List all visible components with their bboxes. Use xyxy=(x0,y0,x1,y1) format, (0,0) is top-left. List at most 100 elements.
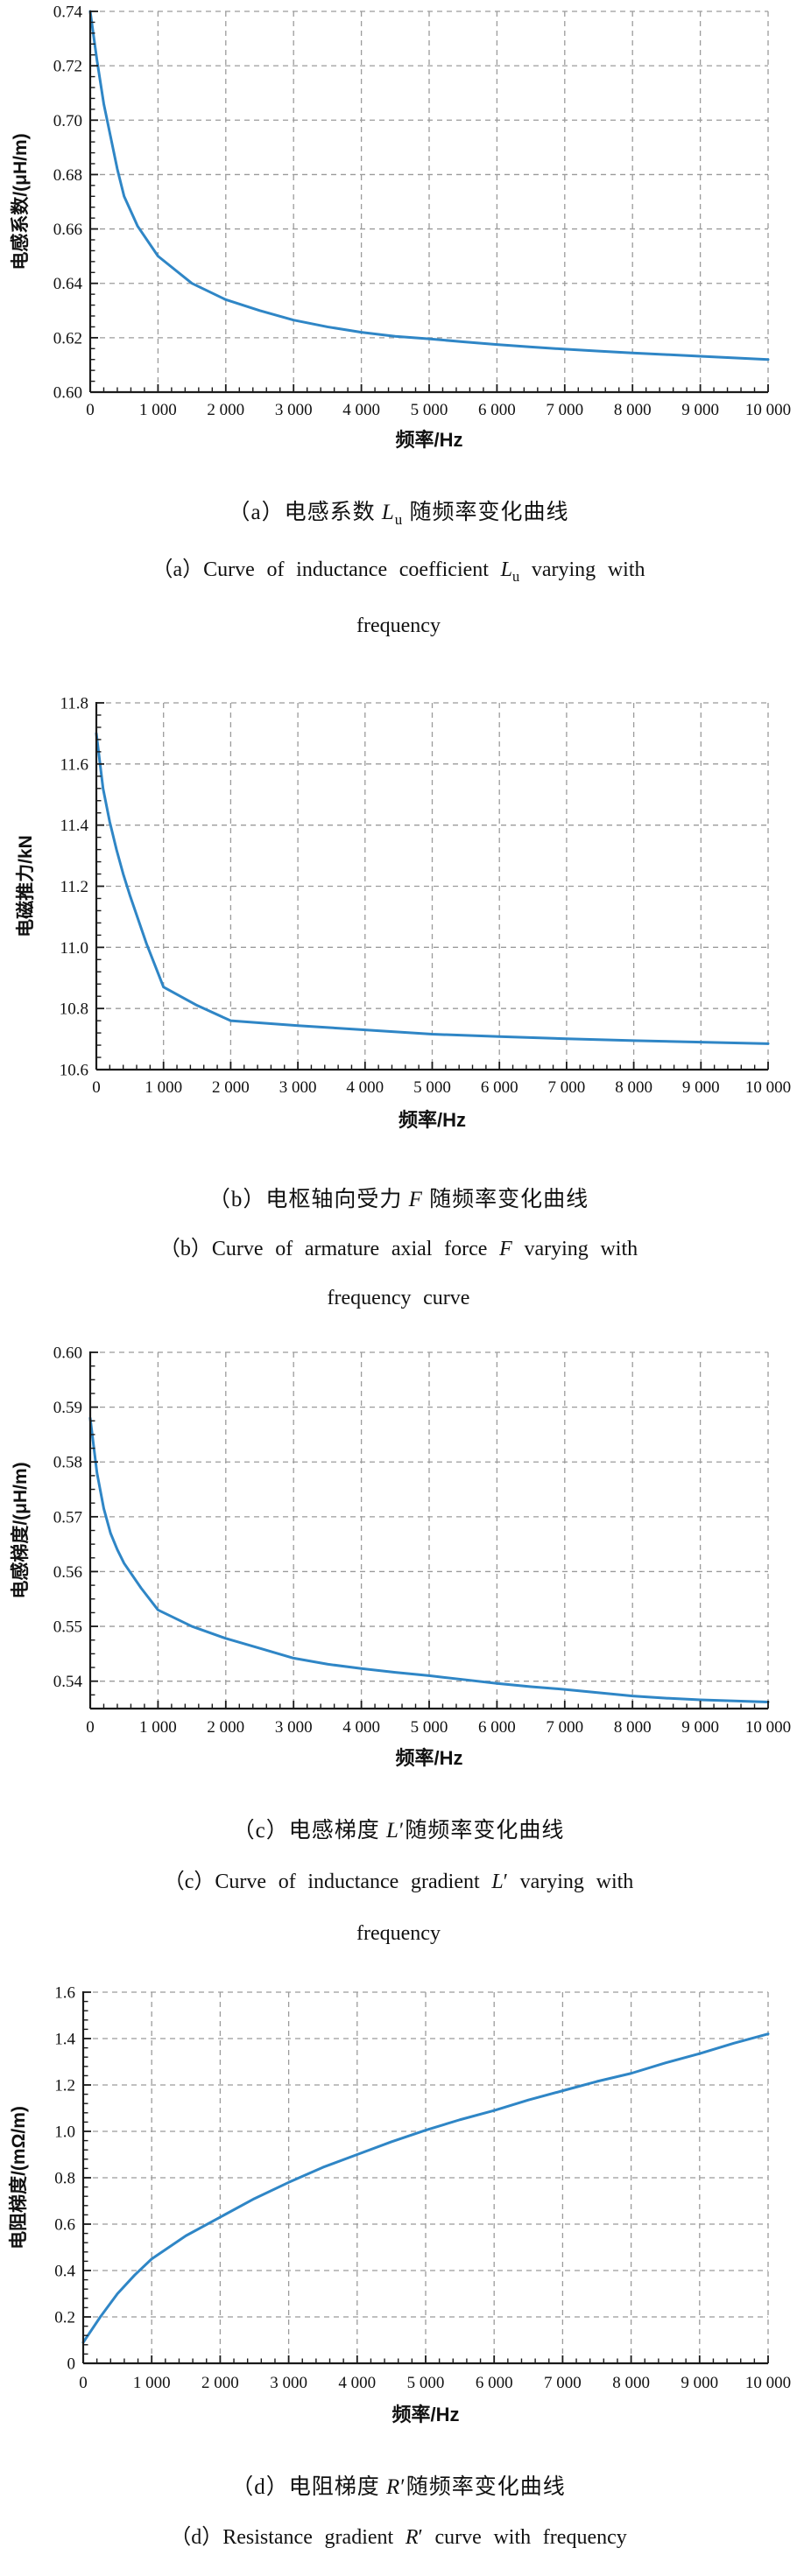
x-tick-label: 3 000 xyxy=(275,1718,313,1737)
caption-text: 随频率变化曲线 xyxy=(406,2475,566,2499)
axes xyxy=(81,1991,769,2365)
y-tick-label: 0.66 xyxy=(53,221,82,239)
axis-labels: 10.6 10.8 11.0 11.2 11.4 11.6 11.8 0 1 000 2 000 3… xyxy=(15,696,791,1131)
y-tick-label: 0.59 xyxy=(53,1399,82,1417)
y-tick-label: 0.2 xyxy=(54,2309,75,2327)
caption-a-en-line2: frequency xyxy=(0,614,797,639)
x-tick-label: 10 000 xyxy=(745,1078,791,1097)
x-tick-label: 4 000 xyxy=(338,2374,376,2392)
x-tick-label: 8 000 xyxy=(612,2374,650,2392)
caption-text: frequency xyxy=(356,614,441,637)
line-series xyxy=(88,10,770,361)
axis-labels: 0.60 0.62 0.64 0.66 0.68 0.70 0.72 0.74 0 1 000 2 … xyxy=(10,4,791,452)
caption-text: （b）Curve of armature axial force xyxy=(159,1238,500,1260)
line-series xyxy=(81,2032,770,2344)
caption-text: frequency xyxy=(356,1922,441,1945)
x-tick-label: 6 000 xyxy=(476,2374,513,2392)
gridlines xyxy=(96,702,769,1070)
y-axis-title: 电磁推力/kN xyxy=(15,835,36,937)
data-series xyxy=(95,732,770,1045)
caption-text: 随频率变化曲线 xyxy=(405,1819,565,1843)
x-tick-label: 5 000 xyxy=(407,2374,445,2392)
y-tick-label: 11.2 xyxy=(60,878,88,896)
caption-text: （c）电感梯度 xyxy=(232,1819,386,1843)
chart-a-inductance-coefficient: 0.60 0.62 0.64 0.66 0.68 0.70 0.72 0.74 0 1 000 2 … xyxy=(10,4,791,452)
axis-labels: 0 0.2 0.4 0.6 0.8 1.0 1.2 1.4 1.6 0 1 000 2 000 3 00… xyxy=(8,1984,791,2426)
x-tick-label: 2 000 xyxy=(201,2374,239,2392)
y-tick-label: 0 xyxy=(67,2355,76,2374)
y-tick-label: 0.55 xyxy=(53,1618,82,1637)
y-tick-label: 0.60 xyxy=(53,1344,82,1363)
gridlines xyxy=(90,11,769,392)
math-symbol: R xyxy=(386,2475,401,2499)
math-symbol: L xyxy=(500,558,512,581)
x-tick-label: 8 000 xyxy=(614,1718,652,1737)
y-tick-label: 0.60 xyxy=(53,384,82,403)
x-tick-label: 2 000 xyxy=(212,1078,250,1097)
data-series xyxy=(81,2032,770,2344)
x-tick-label: 2 000 xyxy=(207,1718,244,1737)
x-tick-label: 3 000 xyxy=(270,2374,307,2392)
x-tick-label: 5 000 xyxy=(411,401,448,419)
chart-b-electromagnetic-thrust: 10.6 10.8 11.0 11.2 11.4 11.6 11.8 0 1 000 2 000 3… xyxy=(15,696,791,1131)
x-tick-label: 4 000 xyxy=(342,401,380,419)
data-series xyxy=(88,10,770,361)
y-tick-label: 10.6 xyxy=(60,1062,88,1080)
gridlines xyxy=(90,1351,769,1709)
x-tick-label: 6 000 xyxy=(481,1078,518,1097)
x-axis-title: 频率/Hz xyxy=(391,2404,459,2425)
y-tick-label: 0.8 xyxy=(54,2170,75,2188)
y-tick-label: 1.4 xyxy=(54,2031,75,2049)
caption-text: （b）电枢轴向受力 xyxy=(208,1188,409,1211)
y-tick-label: 11.8 xyxy=(60,696,88,713)
x-tick-label: 9 000 xyxy=(682,1078,720,1097)
chart-a-section: 0.60 0.62 0.64 0.66 0.68 0.70 0.72 0.74 0 1 000 2 … xyxy=(0,0,797,464)
x-tick-label: 0 xyxy=(92,1078,101,1097)
math-symbol: L xyxy=(385,1819,399,1843)
caption-c-zh: （c）电感梯度 L′随频率变化曲线 xyxy=(0,1819,797,1844)
y-tick-label: 1.0 xyxy=(54,2123,75,2142)
chart-d-resistance-gradient: 0 0.2 0.4 0.6 0.8 1.0 1.2 1.4 1.6 0 1 000 2 000 3 00… xyxy=(8,1984,791,2426)
caption-text: 随频率变化曲线 xyxy=(403,501,569,524)
x-tick-label: 8 000 xyxy=(614,401,652,419)
y-tick-label: 11.0 xyxy=(60,939,88,958)
caption-a-zh: （a）电感系数 Lu 随频率变化曲线 xyxy=(0,501,797,529)
x-axis-title: 频率/Hz xyxy=(398,1109,466,1131)
x-tick-label: 6 000 xyxy=(478,1718,516,1737)
y-tick-label: 11.6 xyxy=(60,755,88,774)
y-tick-label: 0.64 xyxy=(53,275,83,293)
y-tick-label: 0.6 xyxy=(54,2216,75,2235)
y-tick-label: 1.6 xyxy=(54,1984,75,2003)
axes xyxy=(95,702,769,1071)
caption-b-en-line2: frequency curve xyxy=(0,1287,797,1311)
x-tick-label: 3 000 xyxy=(279,1078,317,1097)
caption-d-zh: （d）电阻梯度 R′随频率变化曲线 xyxy=(0,2475,797,2501)
x-tick-label: 10 000 xyxy=(745,2374,791,2392)
y-tick-label: 1.2 xyxy=(54,2077,75,2095)
x-tick-label: 9 000 xyxy=(681,2374,718,2392)
caption-text: （a）Curve of inductance coefficient xyxy=(152,558,501,581)
y-tick-label: 0.70 xyxy=(53,112,82,130)
caption-c-en-line1: （c）Curve of inductance gradient L′ varyi… xyxy=(0,1871,797,1895)
chart-c-section: 0.54 0.55 0.56 0.57 0.58 0.59 0.60 0 1 000 2 000 3… xyxy=(0,1344,797,1769)
x-tick-label: 5 000 xyxy=(411,1718,448,1737)
axis-labels: 0.54 0.55 0.56 0.57 0.58 0.59 0.60 0 1 000 2 000 3… xyxy=(10,1344,791,1769)
x-axis-title: 频率/Hz xyxy=(395,429,462,451)
caption-text: frequency curve xyxy=(327,1287,470,1309)
x-tick-label: 7 000 xyxy=(548,1078,586,1097)
x-tick-label: 5 000 xyxy=(413,1078,451,1097)
caption-text: curve with frequency xyxy=(422,2526,627,2549)
x-axis-title: 频率/Hz xyxy=(395,1747,462,1768)
caption-a-en-line1: （a）Curve of inductance coefficient Lu va… xyxy=(0,558,797,586)
caption-text: 随频率变化曲线 xyxy=(422,1188,589,1211)
line-series xyxy=(88,1416,770,1703)
caption-text: （d）电阻梯度 xyxy=(231,2475,386,2499)
x-tick-label: 4 000 xyxy=(346,1078,384,1097)
caption-d-en-line1: （d）Resistance gradient R′ curve with fre… xyxy=(0,2526,797,2551)
y-tick-label: 0.68 xyxy=(53,166,82,185)
y-axis-title: 电感梯度/(μH/m) xyxy=(10,1462,31,1598)
math-subscript: u xyxy=(512,567,520,585)
y-tick-label: 0.57 xyxy=(53,1508,82,1527)
y-tick-label: 0.62 xyxy=(53,329,82,347)
chart-c-inductance-gradient: 0.54 0.55 0.56 0.57 0.58 0.59 0.60 0 1 000 2 000 3… xyxy=(10,1344,791,1769)
